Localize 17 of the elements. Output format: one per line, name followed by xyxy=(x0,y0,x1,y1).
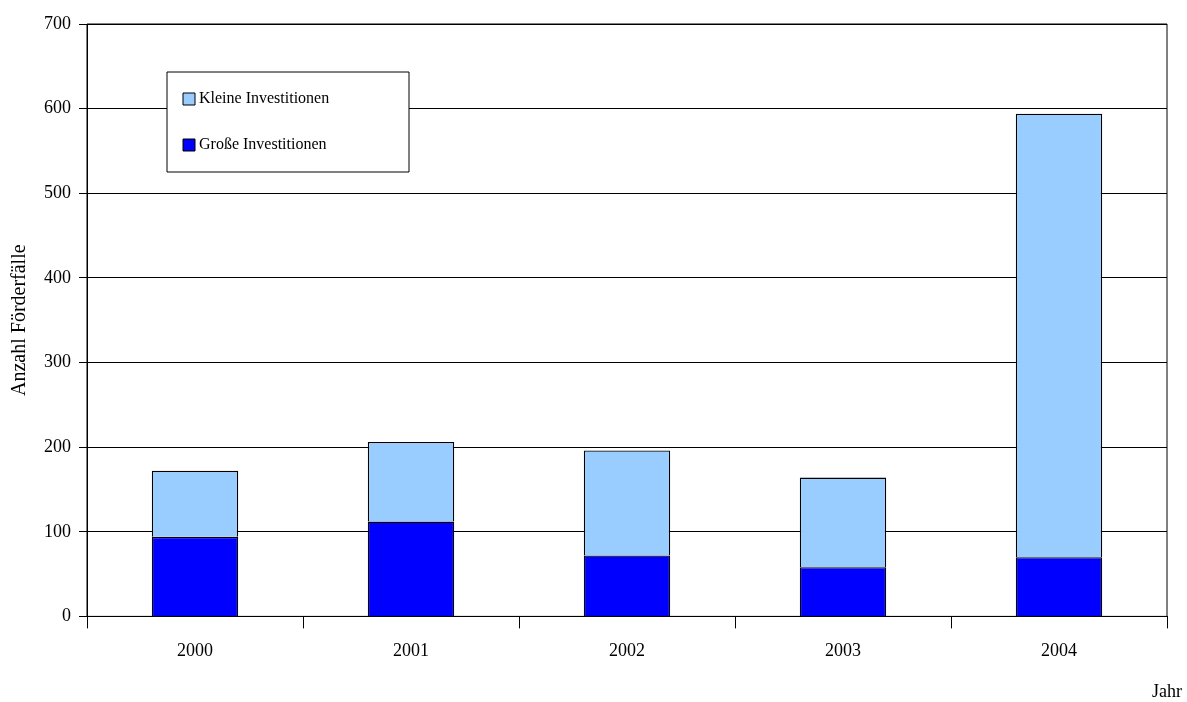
legend-label: Große Investitionen xyxy=(199,135,327,153)
x-tick-label: 2001 xyxy=(393,639,429,660)
y-tick-label: 200 xyxy=(44,435,71,456)
y-tick-label: 700 xyxy=(44,12,71,33)
y-tick-label: 400 xyxy=(44,266,71,287)
x-axis-title: Jahr xyxy=(1152,680,1182,701)
x-tick-label: 2002 xyxy=(609,639,645,660)
y-tick-label: 600 xyxy=(44,97,71,118)
y-tick-label: 300 xyxy=(44,351,71,372)
x-tick-label: 2000 xyxy=(177,639,213,660)
y-tick-label: 500 xyxy=(44,181,71,202)
x-tick-label: 2003 xyxy=(825,639,861,660)
y-axis-title: Anzahl Förderfälle xyxy=(7,244,30,396)
y-tick-label: 0 xyxy=(62,605,71,626)
x-tick-label: 2004 xyxy=(1041,639,1077,660)
y-tick-label: 100 xyxy=(44,520,71,541)
legend-label: Kleine Investitionen xyxy=(199,89,330,107)
